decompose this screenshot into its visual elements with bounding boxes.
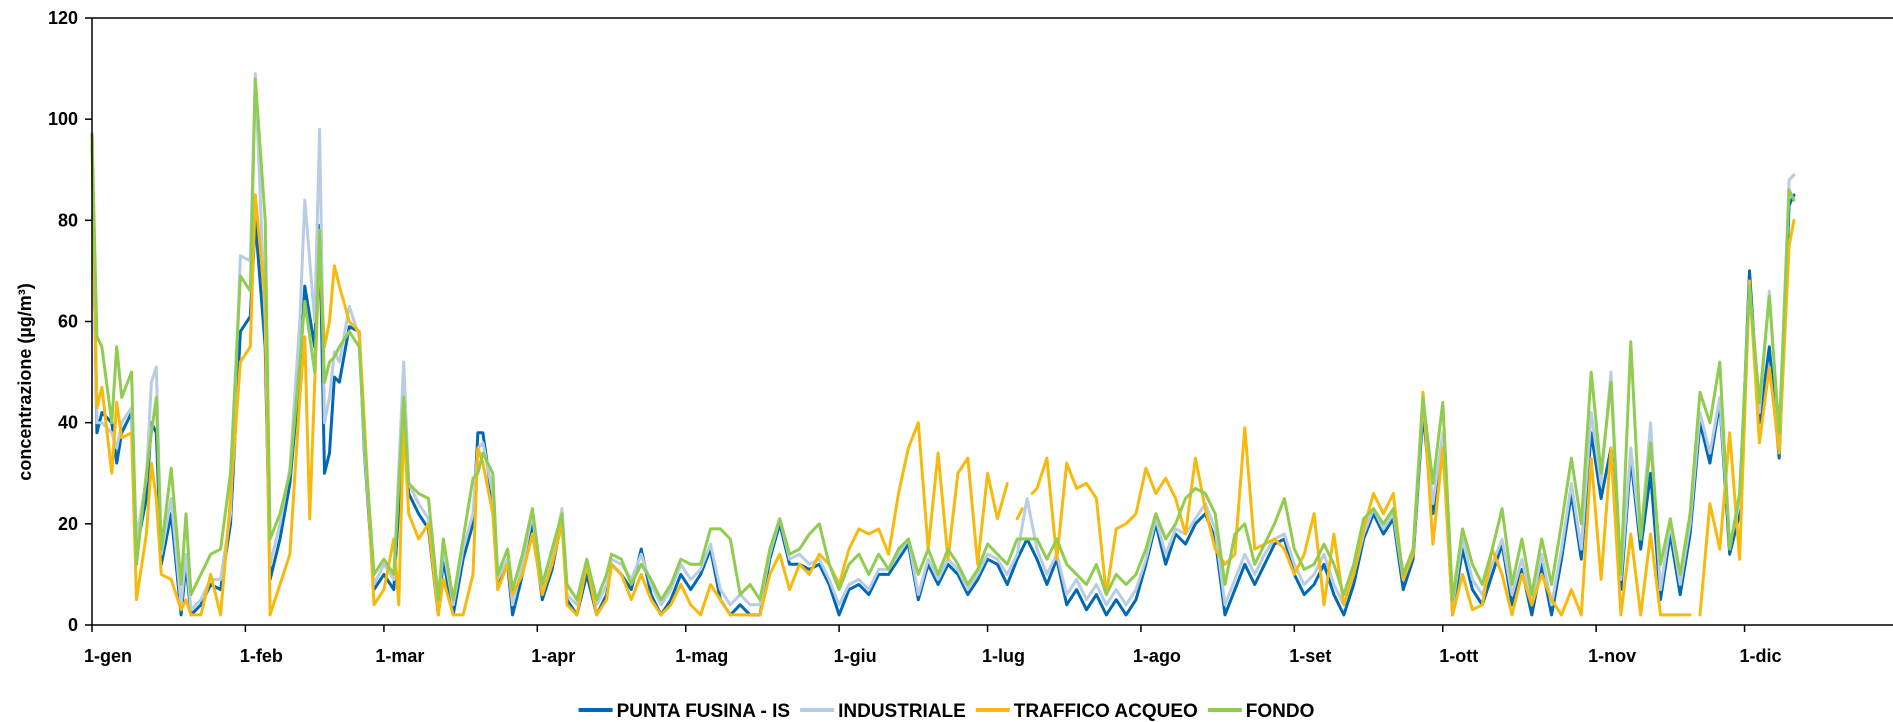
x-axis-ticks: 1-gen 1-feb 1-mar 1-apr 1-mag 1-giu 1-lug 1-ago…: [84, 625, 1782, 666]
x-tick-label: 1-mag: [675, 646, 728, 666]
y-tick-label: 40: [58, 413, 78, 433]
x-tick-label: 1-set: [1289, 646, 1331, 666]
x-tick-label: 1-ago: [1133, 646, 1181, 666]
plot-area: [90, 72, 1796, 617]
series-line-3: [90, 137, 1796, 617]
y-tick-label: 60: [58, 312, 78, 332]
x-tick-label: 1-feb: [240, 646, 283, 666]
legend: PUNTA FUSINA - IS INDUSTRIALE TRAFFICO ACQ…: [578, 701, 1315, 722]
y-axis-ticks: 0 20 40 60 80 100 120: [48, 8, 92, 635]
legend-label: FONDO: [1246, 701, 1315, 722]
legend-item: PUNTA FUSINA - IS: [578, 701, 790, 722]
y-tick-label: 0: [68, 615, 78, 635]
x-tick-label: 1-gen: [84, 646, 132, 666]
legend-label: INDUSTRIALE: [838, 701, 966, 722]
x-tick-label: 1-giu: [834, 646, 877, 666]
y-tick-label: 80: [58, 210, 78, 230]
legend-label: PUNTA FUSINA - IS: [617, 701, 790, 722]
x-tick-label: 1-lug: [982, 646, 1025, 666]
series-line-2: [90, 72, 1796, 612]
x-tick-label: 1-apr: [531, 646, 575, 666]
y-tick-label: 120: [48, 8, 78, 28]
x-tick-label: 1-dic: [1740, 646, 1782, 666]
x-tick-label: 1-mar: [375, 646, 424, 666]
series-line-1: [90, 132, 1796, 617]
y-tick-label: 20: [58, 514, 78, 534]
legend-item: FONDO: [1207, 701, 1315, 722]
y-axis-title: concentrazione (µg/m³): [15, 283, 35, 480]
x-tick-label: 1-nov: [1588, 646, 1636, 666]
legend-item: INDUSTRIALE: [800, 701, 966, 722]
series-line-4: [90, 77, 1796, 602]
x-tick-label: 1-ott: [1439, 646, 1478, 666]
legend-item: TRAFFICO ACQUEO: [975, 701, 1198, 722]
legend-label: TRAFFICO ACQUEO: [1014, 701, 1198, 722]
y-tick-label: 100: [48, 109, 78, 129]
